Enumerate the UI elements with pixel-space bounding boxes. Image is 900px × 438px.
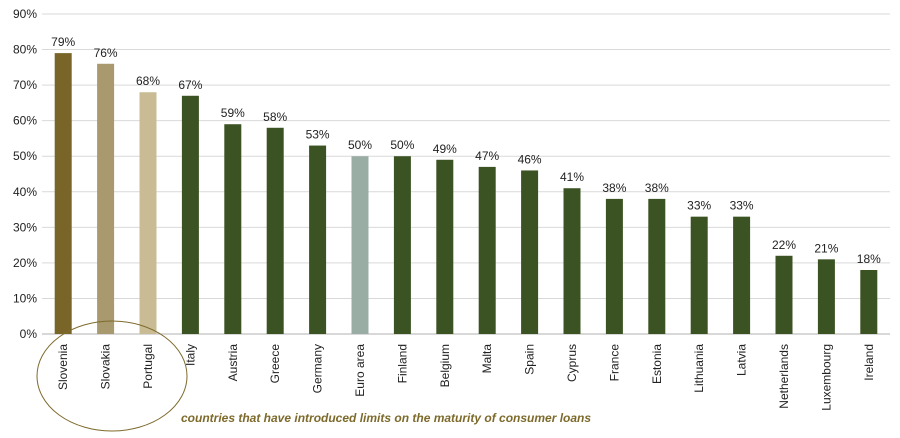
value-label: 18%: [857, 252, 881, 266]
bar-portugal: [139, 92, 157, 334]
category-labels: Slovenia Slovakia Portugal Italy Austria Gree…: [56, 344, 876, 411]
y-tick-label: 60%: [13, 114, 37, 128]
category-label: France: [607, 344, 621, 382]
y-tick-label: 50%: [13, 149, 37, 163]
category-label: Spain: [523, 344, 537, 375]
value-label: 38%: [602, 181, 626, 195]
value-label: 41%: [560, 170, 584, 184]
value-label: 50%: [348, 138, 372, 152]
value-labels: 79% 76% 68% 67% 59% 58% 53% 50% 50% 49% 47% 46% 41% 3…: [51, 35, 881, 266]
bar-germany: [309, 145, 327, 334]
y-tick-label: 10%: [13, 291, 37, 305]
category-label: Euro area: [353, 344, 367, 397]
category-label: Portugal: [141, 344, 155, 389]
bar-luxembourg: [817, 259, 835, 334]
category-label: Italy: [183, 344, 197, 366]
value-label: 47%: [475, 149, 499, 163]
value-label: 21%: [814, 241, 838, 255]
value-label: 58%: [263, 110, 287, 124]
bar-euro-area: [351, 156, 369, 334]
category-label: Luxembourg: [819, 344, 833, 411]
value-label: 68%: [136, 74, 160, 88]
value-label: 46%: [518, 152, 542, 166]
value-label: 22%: [772, 238, 796, 252]
bar-slovenia: [54, 53, 72, 334]
y-tick-label: 90%: [13, 7, 37, 21]
bar-malta: [478, 166, 496, 334]
bar-austria: [224, 124, 242, 334]
value-label: 59%: [221, 106, 245, 120]
category-label: Ireland: [862, 344, 876, 381]
annotation-text: countries that have introduced limits on…: [181, 411, 592, 425]
category-label: Germany: [311, 344, 325, 393]
category-label: Estonia: [650, 344, 664, 384]
value-label: 49%: [433, 142, 457, 156]
bar-slovakia: [97, 63, 115, 335]
category-label: Greece: [268, 344, 282, 384]
value-label: 33%: [730, 199, 754, 213]
bar-greece: [266, 127, 284, 335]
bar-latvia: [733, 216, 751, 334]
bar-cyprus: [563, 188, 581, 334]
category-label: Austria: [226, 344, 240, 382]
value-label: 38%: [645, 181, 669, 195]
y-tick-label: 40%: [13, 185, 37, 199]
category-label: Belgium: [438, 344, 452, 387]
category-label: Netherlands: [777, 344, 791, 409]
bar-belgium: [436, 159, 454, 334]
category-label: Cyprus: [565, 344, 579, 382]
bar-ireland: [860, 270, 878, 334]
bar-italy: [181, 95, 199, 335]
category-label: Latvia: [735, 344, 749, 376]
value-label: 50%: [390, 138, 414, 152]
bar-spain: [521, 170, 539, 334]
y-tick-label: 30%: [13, 220, 37, 234]
category-label: Malta: [480, 344, 494, 374]
y-tick-label: 20%: [13, 256, 37, 270]
bar-finland: [393, 156, 411, 334]
gridlines: [42, 13, 890, 335]
y-tick-label: 80%: [13, 43, 37, 57]
bars: [54, 53, 878, 335]
category-label: Lithuania: [692, 344, 706, 393]
value-label: 33%: [687, 199, 711, 213]
value-label: 67%: [178, 78, 202, 92]
value-label: 76%: [94, 46, 118, 60]
bar-lithuania: [690, 216, 708, 334]
bar-estonia: [648, 198, 666, 334]
y-axis: 0% 10% 20% 30% 40% 50% 60% 70% 80% 90%: [13, 7, 37, 341]
y-tick-label: 0%: [20, 327, 38, 341]
bar-france: [605, 198, 623, 334]
value-label: 79%: [51, 35, 75, 49]
bar-netherlands: [775, 255, 793, 334]
y-tick-label: 70%: [13, 78, 37, 92]
value-label: 53%: [306, 128, 330, 142]
category-label: Slovenia: [56, 344, 70, 390]
highlight-ellipse: [36, 320, 188, 432]
category-label: Slovakia: [99, 344, 113, 390]
category-label: Finland: [395, 344, 409, 383]
